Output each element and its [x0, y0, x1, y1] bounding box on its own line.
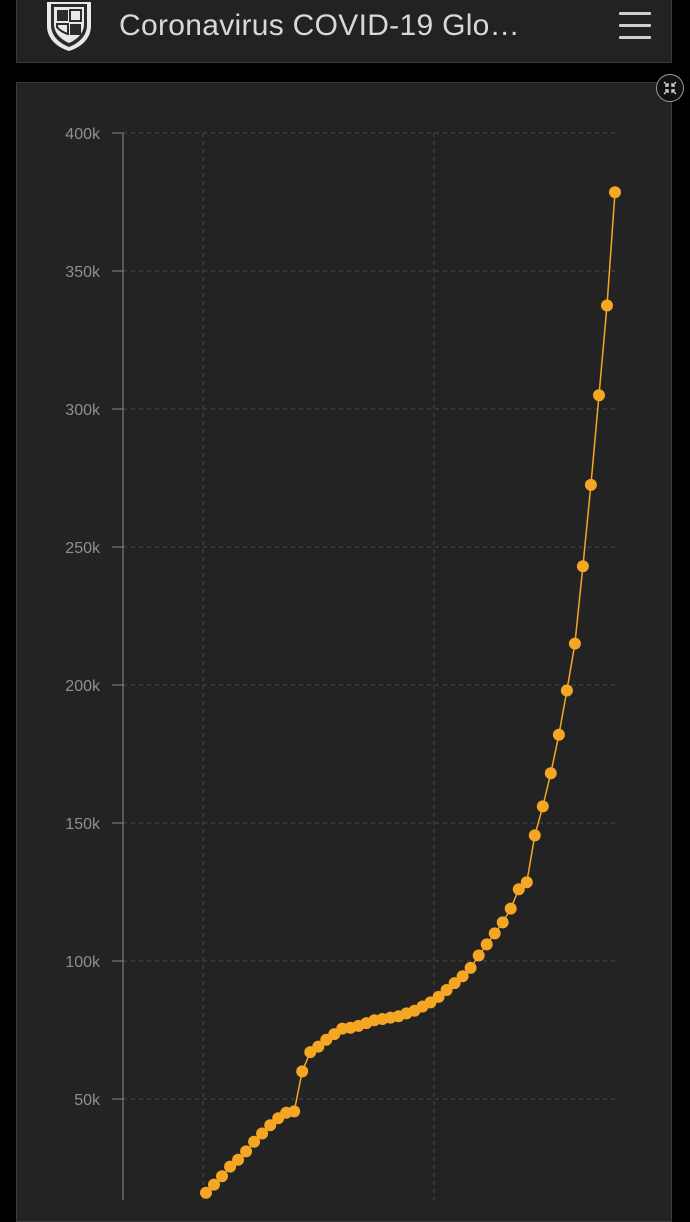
y-tick-label: 250k [65, 540, 101, 557]
data-point[interactable] [545, 767, 557, 779]
y-axis [112, 133, 123, 1200]
data-point[interactable] [521, 876, 533, 888]
data-point[interactable] [553, 729, 565, 741]
data-point[interactable] [240, 1145, 252, 1157]
data-point[interactable] [489, 927, 501, 939]
collapse-arrows-icon[interactable] [656, 74, 684, 102]
data-point[interactable] [529, 829, 541, 841]
y-tick-label: 50k [74, 1092, 101, 1109]
y-tick-labels: 50k 100k 150k 200k 250k 300k 350k 400k [65, 126, 101, 1109]
data-point[interactable] [296, 1065, 308, 1077]
data-point[interactable] [481, 938, 493, 950]
data-point[interactable] [288, 1105, 300, 1117]
data-point[interactable] [497, 916, 509, 928]
y-tick-label: 300k [65, 402, 101, 419]
data-point[interactable] [593, 389, 605, 401]
data-point[interactable] [465, 962, 477, 974]
y-tick-label: 200k [65, 678, 101, 695]
series-line [206, 192, 615, 1193]
data-point[interactable] [601, 300, 613, 312]
data-point[interactable] [585, 479, 597, 491]
data-point[interactable] [505, 903, 517, 915]
data-point[interactable] [537, 800, 549, 812]
data-point[interactable] [577, 560, 589, 572]
data-point[interactable] [561, 685, 573, 697]
data-point[interactable] [609, 186, 621, 198]
y-tick-label: 400k [65, 126, 101, 143]
data-point[interactable] [473, 950, 485, 962]
data-point[interactable] [569, 638, 581, 650]
y-tick-label: 100k [65, 954, 101, 971]
series-points [200, 186, 621, 1199]
data-point[interactable] [216, 1170, 228, 1182]
y-tick-label: 150k [65, 816, 101, 833]
y-tick-label: 350k [65, 264, 101, 281]
chart-grid [123, 133, 617, 1200]
